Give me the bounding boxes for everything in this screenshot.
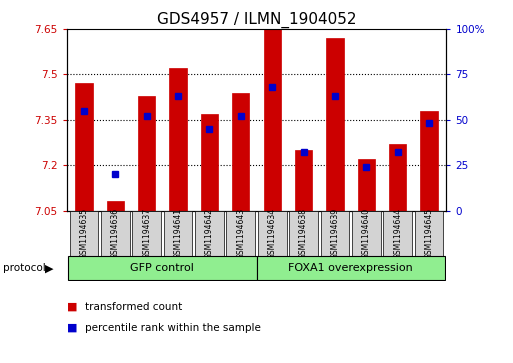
Text: GSM1194642: GSM1194642 <box>205 208 214 259</box>
Text: GSM1194634: GSM1194634 <box>268 208 277 259</box>
Bar <box>258 211 287 256</box>
Bar <box>421 111 438 211</box>
Text: ■: ■ <box>67 302 77 312</box>
Title: GDS4957 / ILMN_1904052: GDS4957 / ILMN_1904052 <box>157 12 356 28</box>
Bar <box>256 257 445 280</box>
Bar <box>138 95 155 211</box>
Bar <box>295 150 312 211</box>
Text: GSM1194641: GSM1194641 <box>173 208 183 259</box>
Text: GSM1194637: GSM1194637 <box>142 208 151 259</box>
Bar <box>164 211 192 256</box>
Text: protocol: protocol <box>3 263 45 273</box>
Text: transformed count: transformed count <box>85 302 182 312</box>
Text: FOXA1 overexpression: FOXA1 overexpression <box>288 263 413 273</box>
Bar <box>201 114 218 211</box>
Bar <box>389 144 406 211</box>
Bar <box>326 38 344 211</box>
Bar <box>321 211 349 256</box>
Bar <box>264 26 281 211</box>
Bar <box>101 211 130 256</box>
Bar <box>132 211 161 256</box>
Bar <box>383 211 412 256</box>
Bar <box>195 211 224 256</box>
Text: ■: ■ <box>67 323 77 333</box>
Bar <box>289 211 318 256</box>
Text: GSM1194639: GSM1194639 <box>330 208 340 259</box>
Text: GSM1194640: GSM1194640 <box>362 208 371 259</box>
Text: ▶: ▶ <box>45 263 54 273</box>
Text: GFP control: GFP control <box>130 263 194 273</box>
Bar <box>70 211 98 256</box>
Bar <box>352 211 381 256</box>
Text: GSM1194635: GSM1194635 <box>80 208 88 259</box>
Bar <box>75 83 92 211</box>
Text: GSM1194645: GSM1194645 <box>425 208 433 259</box>
Text: GSM1194643: GSM1194643 <box>236 208 245 259</box>
Bar <box>169 68 187 211</box>
Text: GSM1194644: GSM1194644 <box>393 208 402 259</box>
Text: GSM1194638: GSM1194638 <box>299 208 308 259</box>
Bar <box>232 93 249 211</box>
Bar <box>358 159 375 211</box>
Bar <box>226 211 255 256</box>
Bar <box>415 211 443 256</box>
Bar <box>107 201 124 211</box>
Text: percentile rank within the sample: percentile rank within the sample <box>85 323 261 333</box>
Bar <box>68 257 256 280</box>
Text: GSM1194636: GSM1194636 <box>111 208 120 259</box>
